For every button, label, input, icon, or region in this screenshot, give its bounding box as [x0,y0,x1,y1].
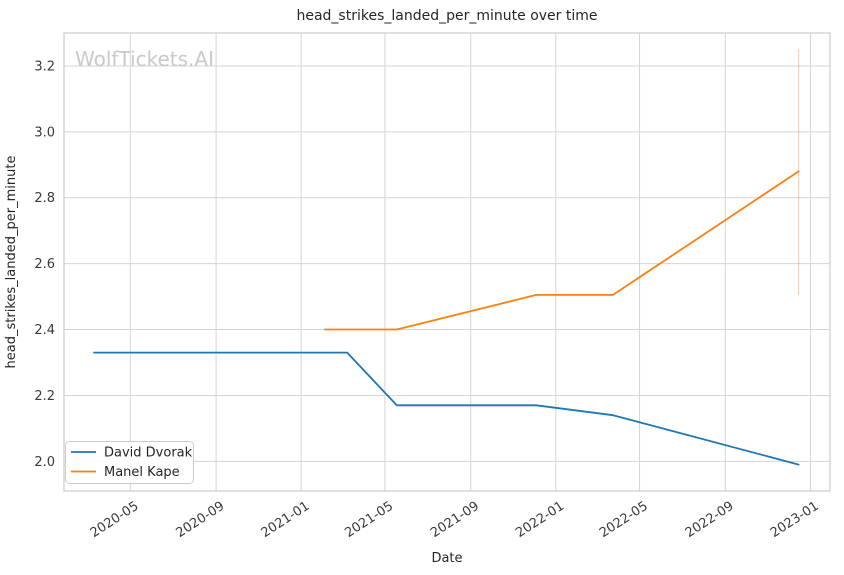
x-axis-label: Date [431,551,462,566]
series-line-david-dvorak [93,351,800,466]
x-tick-label: 2022-09 [683,499,737,541]
x-tick-label: 2022-05 [597,499,651,541]
x-tick-label: 2021-09 [428,499,482,541]
grid-layer [64,33,830,491]
y-tick-label: 2.8 [34,191,55,206]
x-tick-label: 2021-05 [342,499,396,541]
y-tick-label: 2.2 [34,389,55,404]
legend-label-david-dvorak: David Dvorak [104,446,193,461]
x-tick-label: 2023-01 [768,499,822,541]
legend-label-manel-kape: Manel Kape [104,465,180,480]
chart-title: head_strikes_landed_per_minute over time [296,8,597,24]
y-tick-label: 2.6 [34,257,55,272]
plot-border-layer [63,32,831,492]
series-line-manel-kape [323,170,800,331]
legend: David Dvorak Manel Kape [65,441,194,484]
series-layer [93,49,800,466]
x-tick-label: 2021-01 [259,499,313,541]
x-tick-label: 2022-01 [513,499,567,541]
y-tick-label: 3.2 [34,59,55,74]
y-axis-label: head_strikes_landed_per_minute [4,156,19,369]
y-tick-label: 2.4 [34,323,55,338]
legend-box [65,441,194,484]
x-tick-label: 2020-05 [88,499,142,541]
x-tick-label: 2020-09 [174,499,228,541]
y-tick-label: 2.0 [34,455,55,470]
y-tick-label: 3.0 [34,125,55,140]
watermark: WolfTickets.AI [75,47,214,71]
plot-border [63,32,831,492]
